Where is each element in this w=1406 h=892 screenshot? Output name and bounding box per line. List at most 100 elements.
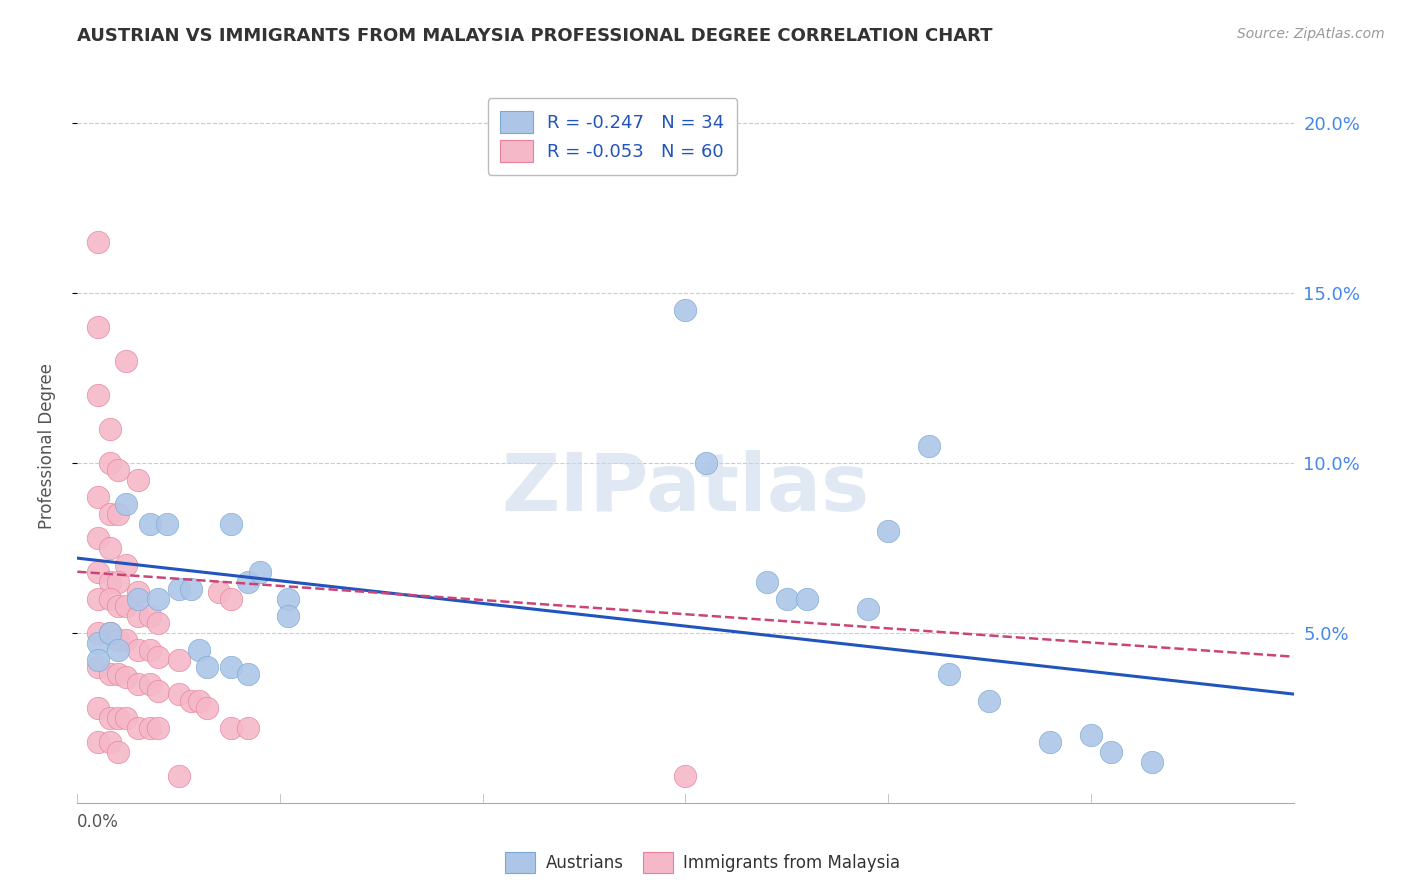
Point <box>918 439 941 453</box>
Point <box>86 591 108 606</box>
Point <box>221 517 243 532</box>
Point <box>127 721 149 735</box>
Point <box>167 582 190 596</box>
Y-axis label: Professional Degree: Professional Degree <box>38 363 56 529</box>
Point <box>86 636 108 650</box>
Point <box>86 700 108 714</box>
Point <box>98 591 121 606</box>
Point <box>86 734 108 748</box>
Point <box>208 585 231 599</box>
Legend: R = -0.247   N = 34, R = -0.053   N = 60: R = -0.247 N = 34, R = -0.053 N = 60 <box>488 98 737 175</box>
Point <box>675 769 697 783</box>
Point <box>195 700 218 714</box>
Point <box>277 591 299 606</box>
Point <box>221 591 243 606</box>
Point <box>236 666 259 681</box>
Point <box>86 660 108 674</box>
Point <box>107 599 129 613</box>
Point <box>127 677 149 691</box>
Point <box>86 626 108 640</box>
Point <box>236 721 259 735</box>
Point <box>148 721 170 735</box>
Point <box>188 694 211 708</box>
Point <box>755 574 778 589</box>
Point <box>148 683 170 698</box>
Point <box>86 565 108 579</box>
Point <box>796 591 818 606</box>
Point <box>98 422 121 436</box>
Point <box>127 591 149 606</box>
Point <box>115 711 138 725</box>
Point <box>107 745 129 759</box>
Point <box>180 694 202 708</box>
Point <box>195 660 218 674</box>
Point <box>107 666 129 681</box>
Point <box>127 585 149 599</box>
Point <box>107 574 129 589</box>
Point <box>127 473 149 487</box>
Text: Source: ZipAtlas.com: Source: ZipAtlas.com <box>1237 27 1385 41</box>
Point <box>139 517 162 532</box>
Text: AUSTRIAN VS IMMIGRANTS FROM MALAYSIA PROFESSIONAL DEGREE CORRELATION CHART: AUSTRIAN VS IMMIGRANTS FROM MALAYSIA PRO… <box>77 27 993 45</box>
Point <box>167 769 190 783</box>
Point <box>98 507 121 521</box>
Point <box>86 531 108 545</box>
Point <box>107 507 129 521</box>
Point <box>98 574 121 589</box>
Point <box>155 517 177 532</box>
Point <box>107 632 129 647</box>
Point <box>167 653 190 667</box>
Point <box>107 463 129 477</box>
Point <box>115 558 138 572</box>
Point <box>115 632 138 647</box>
Point <box>115 497 138 511</box>
Point <box>148 615 170 630</box>
Point <box>115 670 138 684</box>
Point <box>249 565 271 579</box>
Point <box>877 524 900 538</box>
Point <box>1099 745 1122 759</box>
Point <box>1140 755 1163 769</box>
Point <box>86 490 108 504</box>
Point <box>98 626 121 640</box>
Point <box>107 711 129 725</box>
Point <box>695 456 717 470</box>
Point <box>86 235 108 249</box>
Point <box>107 643 129 657</box>
Point <box>98 456 121 470</box>
Point <box>180 582 202 596</box>
Legend: Austrians, Immigrants from Malaysia: Austrians, Immigrants from Malaysia <box>499 846 907 880</box>
Point <box>86 653 108 667</box>
Point <box>98 666 121 681</box>
Point <box>98 541 121 555</box>
Point <box>776 591 799 606</box>
Point <box>221 721 243 735</box>
Point <box>148 649 170 664</box>
Point <box>139 677 162 691</box>
Point <box>277 608 299 623</box>
Point <box>139 643 162 657</box>
Point <box>98 711 121 725</box>
Point <box>188 643 211 657</box>
Point <box>139 721 162 735</box>
Text: 0.0%: 0.0% <box>77 813 120 830</box>
Point <box>979 694 1001 708</box>
Point <box>115 599 138 613</box>
Point <box>115 354 138 368</box>
Point <box>1080 728 1102 742</box>
Point <box>139 608 162 623</box>
Point <box>1039 734 1062 748</box>
Point <box>856 602 879 616</box>
Point <box>167 687 190 701</box>
Point <box>938 666 960 681</box>
Point <box>221 660 243 674</box>
Point <box>127 608 149 623</box>
Point <box>86 388 108 402</box>
Point <box>148 591 170 606</box>
Point <box>127 643 149 657</box>
Point <box>236 574 259 589</box>
Point <box>98 734 121 748</box>
Point <box>98 626 121 640</box>
Point <box>675 303 697 318</box>
Text: ZIPatlas: ZIPatlas <box>502 450 869 528</box>
